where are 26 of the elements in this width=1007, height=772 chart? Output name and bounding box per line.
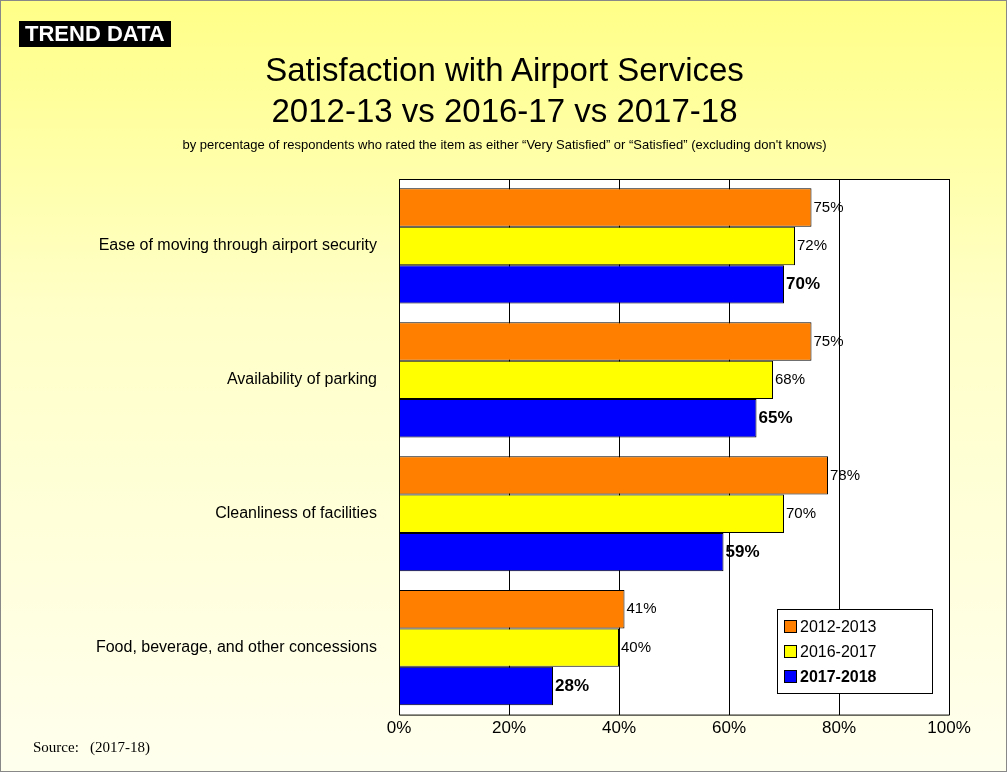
legend-label: 2016-2017 [800,642,877,661]
x-tick-label: 80% [821,718,857,738]
text: by percentage of respondents who rated the item as either “Very Satisfied” or “Satisfied” (excluding don't knows) [181,137,828,152]
x-tick-label: 20% [491,718,527,738]
chart-subtitle: 2012-13 vs 2016-17 vs 2017-18 [270,92,739,130]
x-tick-label: 40% [601,718,637,738]
data-label: 70% [786,503,817,521]
text: TREND DATA [19,21,171,47]
data-label: 41% [626,599,657,617]
data-label: 65% [758,407,793,427]
data-label: 72% [797,236,828,254]
y-tick-label: Food, beverage, and other concessions [95,638,377,656]
y-tick-label: Availability of parking [226,370,377,388]
y-tick-label: Ease of moving through airport security [98,236,377,254]
x-tick-label: 100% [927,718,971,738]
x-tick-label: 0% [386,718,412,738]
data-label: 40% [621,637,652,655]
x-tick-label: 60% [711,718,747,738]
data-label: 70% [786,274,821,294]
legend-label: 2012-2013 [800,617,877,636]
source-note: Source: (2017-18) [33,739,151,756]
y-tick-label: Cleanliness of facilities [215,504,377,522]
data-label: 68% [775,369,806,387]
legend-label: 2017-2018 [800,667,877,686]
chart-title: Satisfaction with Airport Services [264,51,745,89]
data-label: 28% [555,675,590,695]
